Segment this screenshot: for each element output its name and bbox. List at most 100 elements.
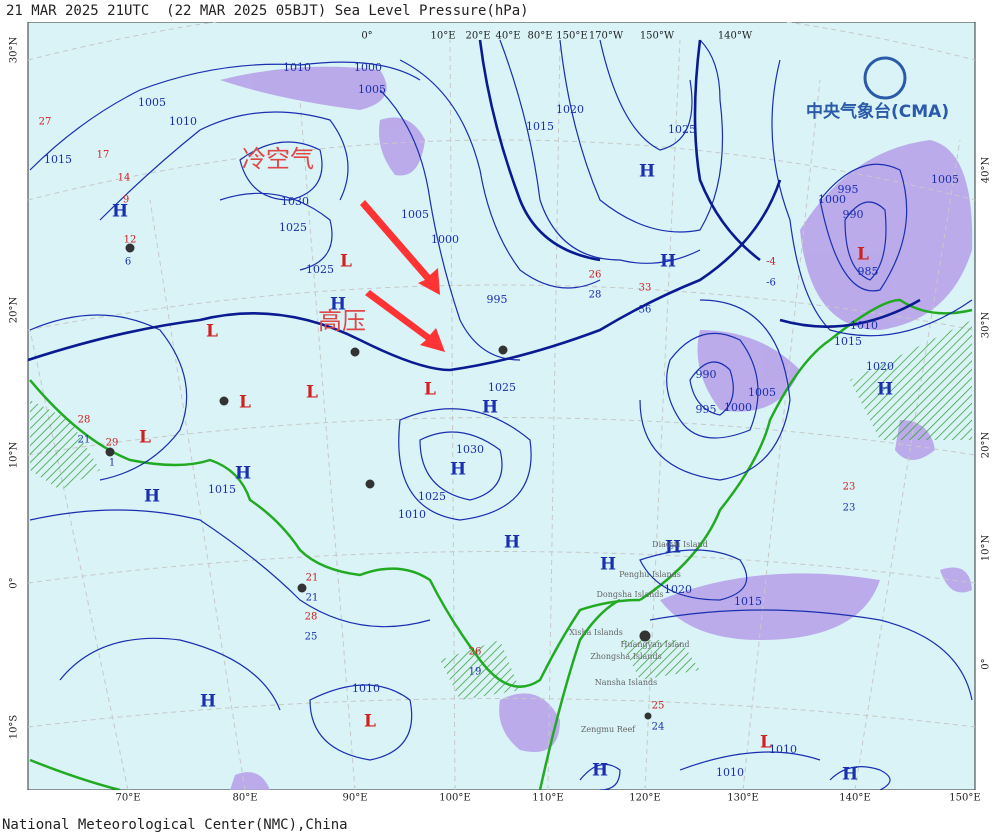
station-value: 23: [843, 503, 856, 514]
isobars: [29, 39, 973, 791]
isobar-label: 1020: [866, 360, 894, 373]
station-markers: [105, 243, 652, 720]
isobar-label: 1005: [358, 83, 386, 96]
pressure-center: H: [660, 252, 676, 272]
isobar-label: 990: [696, 368, 717, 381]
station-value: -6: [766, 278, 776, 289]
isobar-label: 995: [696, 403, 717, 416]
pressure-center: H: [144, 487, 160, 507]
station-value: 19: [469, 667, 482, 678]
lat-label: 30°N: [981, 312, 992, 339]
lon-label: 10°E: [430, 31, 455, 42]
place-label: Nansha Islands: [595, 678, 657, 687]
lon-label: 90°E: [342, 793, 367, 804]
isobar-label: 1020: [556, 103, 584, 116]
pressure-center: L: [239, 393, 251, 413]
bottom-band: [0, 790, 1000, 837]
lat-label: 20°N: [981, 432, 992, 459]
station-value: 21: [306, 593, 319, 604]
pressure-center: H: [592, 761, 608, 781]
lat-label: 20°N: [9, 297, 20, 324]
station-value: 6: [125, 257, 131, 268]
pressure-center: L: [857, 245, 869, 265]
station-value: 28: [589, 290, 602, 301]
isobar-label: 1025: [279, 221, 307, 234]
isobar-label: 1020: [664, 583, 692, 596]
pressure-center: H: [200, 692, 216, 712]
place-label: Dongsha Islands: [596, 590, 663, 599]
logo-text: 中央气象台(CMA): [806, 101, 949, 122]
station-value: 26: [589, 270, 602, 281]
isobar-label: 985: [858, 265, 879, 278]
station-value: 33: [639, 283, 652, 294]
lon-label: 140°W: [718, 31, 753, 42]
station-value: 21: [78, 435, 91, 446]
pressure-center: H: [450, 460, 466, 480]
pressure-center: H: [600, 555, 616, 575]
isobar-label: 1030: [281, 195, 309, 208]
place-label: Zengmu Reef: [581, 725, 636, 734]
isobar-label: 1010: [769, 743, 797, 756]
major-isobars: [27, 39, 921, 372]
logo-emblem: [863, 56, 907, 100]
station-value: 12: [124, 235, 137, 246]
station-value: 9: [123, 195, 129, 206]
lon-label: 0°: [361, 31, 372, 42]
station-value: 25: [652, 701, 665, 712]
isobar-label: 1025: [668, 123, 696, 136]
pressure-center: H: [482, 398, 498, 418]
isobar-label: 1015: [734, 595, 762, 608]
arrows: [360, 200, 445, 352]
top-band: [0, 0, 1000, 22]
pressure-center: L: [364, 712, 376, 732]
isobar-label: 1010: [850, 319, 878, 332]
isobar-label: 1010: [352, 682, 380, 695]
pressure-center: L: [760, 733, 772, 753]
station-value: 21: [306, 573, 319, 584]
station-value: 36: [639, 305, 652, 316]
isobar-label: 1030: [456, 443, 484, 456]
isobar-label: 1005: [748, 386, 776, 399]
place-label: Xisha Islands: [569, 628, 623, 637]
isobar-label: 1010: [398, 508, 426, 521]
station-value: 24: [652, 722, 665, 733]
lon-label: 170°W: [589, 31, 624, 42]
isobar-label: 1005: [401, 208, 429, 221]
annotation: 冷空气: [242, 145, 314, 173]
isobar-label: 1010: [716, 766, 744, 779]
lon-label: 70°E: [115, 793, 140, 804]
annotation: 高压: [318, 307, 366, 335]
station-value: 1: [109, 458, 115, 469]
place-label: Huangyan Island: [620, 640, 689, 649]
lon-label: 150°E: [949, 793, 980, 804]
station-value: 26: [469, 647, 482, 658]
isobar-label: 1010: [283, 61, 311, 74]
isobar-label: 1000: [431, 233, 459, 246]
lon-label: 150°W: [640, 31, 675, 42]
place-label: Diaoyu Island: [652, 540, 708, 549]
isobar-label: 1015: [44, 153, 72, 166]
lat-label: 10°S: [9, 715, 20, 740]
station-value: 28: [305, 612, 318, 623]
pressure-center: H: [639, 162, 655, 182]
place-label: Zhongsha Islands: [590, 652, 661, 661]
lat-label: 10°N: [981, 535, 992, 562]
pressure-center: H: [112, 202, 128, 222]
lat-label: 10°N: [9, 442, 20, 469]
pressure-center: H: [842, 765, 858, 785]
lat-label: 0°: [981, 658, 992, 669]
boundary-lines: [29, 298, 973, 792]
footer: National Meteorological Center(NMC),Chin…: [2, 817, 348, 833]
station-value: 27: [39, 117, 52, 128]
pressure-center: H: [877, 380, 893, 400]
station-value: 25: [305, 632, 318, 643]
lon-label: 150°E: [556, 31, 587, 42]
pressure-center: L: [139, 428, 151, 448]
isobar-label: 1000: [354, 61, 382, 74]
isobar-label: 995: [838, 183, 859, 196]
lon-label: 140°E: [839, 793, 870, 804]
pressure-center: H: [665, 538, 681, 558]
lat-label: 40°N: [981, 157, 992, 184]
